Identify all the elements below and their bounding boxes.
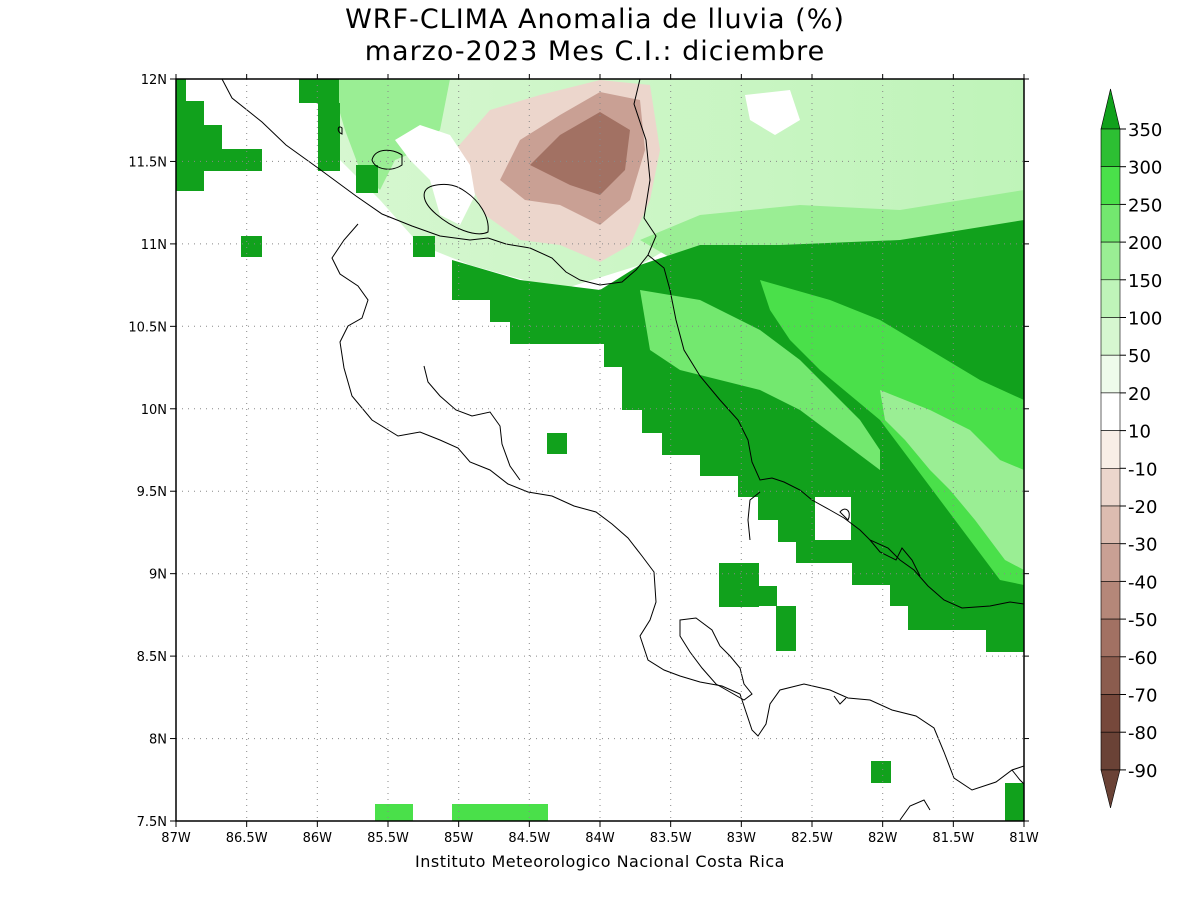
- coastline: [221, 79, 1024, 821]
- x-tick-label: 85.5W: [367, 831, 409, 846]
- y-tick-label: 12N: [141, 73, 167, 88]
- y-tick-label: 11N: [141, 238, 167, 253]
- x-tick-label: 82.5W: [791, 831, 833, 846]
- legend-swatch: [1100, 241, 1121, 281]
- y-tick-label: 7.5N: [137, 815, 167, 830]
- wet-cell: [776, 606, 796, 651]
- y-tick-label: 9.5N: [137, 485, 167, 500]
- legend-swatch: [1100, 731, 1121, 771]
- y-tick-label: 11.5N: [128, 155, 167, 170]
- legend-label: 50: [1128, 346, 1151, 367]
- legend-swatch: [1100, 354, 1121, 394]
- legend-label: -30: [1128, 535, 1157, 556]
- legend-label: 100: [1128, 309, 1162, 330]
- x-tick-label: 84W: [585, 831, 615, 846]
- x-tick-label: 82W: [868, 831, 898, 846]
- anomaly-field: [176, 79, 1024, 821]
- wet-band-core: [880, 390, 1024, 570]
- wet-cell: [413, 236, 435, 257]
- legend-label: -20: [1128, 497, 1157, 518]
- legend-swatch: [1100, 543, 1121, 582]
- x-tick-label: 83W: [727, 831, 757, 846]
- legend-label: 10: [1128, 422, 1151, 443]
- legend-arrow-top: [1100, 88, 1121, 130]
- legend-label: 200: [1128, 233, 1162, 254]
- x-axis: 87W 86.5W 86W 85.5W 85W 84.5W 84W 83.5W 83W 82.5W…: [161, 74, 1039, 846]
- x-tick-label: 81W: [1009, 831, 1039, 846]
- wet-cell: [318, 103, 340, 171]
- legend-swatch: [1100, 618, 1121, 658]
- neutral-patch-east: [745, 90, 800, 135]
- neutral-cell: [815, 497, 851, 540]
- legend-swatch: [1100, 392, 1121, 431]
- legend-swatch: [1100, 656, 1121, 695]
- legend-swatch: [1100, 128, 1121, 168]
- legend-swatch: [1100, 166, 1121, 205]
- wet-cell: [241, 236, 262, 257]
- wet-band-outer: [640, 290, 880, 470]
- legend-label: 250: [1128, 195, 1162, 216]
- graticule: [176, 79, 1024, 821]
- legend-label: -90: [1128, 761, 1157, 782]
- x-tick-label: 84.5W: [508, 831, 550, 846]
- legend-swatch: [1100, 505, 1121, 545]
- wet-cell: [452, 804, 548, 821]
- legend-label: 150: [1128, 271, 1162, 292]
- x-tick-label: 81.5W: [932, 831, 974, 846]
- wet-patch-northwest: [330, 79, 450, 190]
- wet-cell: [871, 761, 891, 783]
- wet-cells-northwest: [176, 79, 262, 191]
- wet-cell: [299, 79, 339, 103]
- map-subtitle: marzo-2023 Mes C.I.: diciembre: [364, 36, 826, 67]
- legend-swatch: [1100, 430, 1121, 469]
- y-tick-label: 10N: [141, 403, 167, 418]
- wet-cell: [356, 165, 378, 193]
- y-tick-label: 8N: [149, 733, 167, 748]
- y-tick-label: 8.5N: [137, 650, 167, 665]
- legend-swatch: [1100, 279, 1121, 318]
- legend-label: -80: [1128, 723, 1157, 744]
- wet-cell: [759, 586, 777, 606]
- neutral-patch: [395, 125, 475, 225]
- map-title: WRF-CLIMA Anomalia de lluvia (%): [345, 4, 845, 35]
- color-legend: 350 300 250 200 150 100 50 20 10 -10 -20 -30 -40 -50 -…: [1100, 88, 1162, 808]
- legend-label: 350: [1128, 120, 1162, 141]
- legend-swatch: [1100, 317, 1121, 356]
- wet-band-inner: [760, 280, 1024, 585]
- x-tick-label: 86.5W: [226, 831, 268, 846]
- legend-label: 20: [1128, 384, 1151, 405]
- wet-cell: [547, 433, 567, 454]
- x-tick-label: 87W: [161, 831, 191, 846]
- wet-cell: [719, 563, 759, 607]
- dry-anomaly-peak: [530, 112, 630, 195]
- y-tick-label: 9N: [149, 568, 167, 583]
- legend-swatch: [1100, 467, 1121, 507]
- legend-label: -70: [1128, 686, 1157, 707]
- wet-cell: [375, 804, 413, 821]
- y-tick-label: 10.5N: [128, 320, 167, 335]
- legend-swatch: [1100, 204, 1121, 243]
- y-axis: 12N 11.5N 11N 10.5N 10N 9.5N 9N 8.5N 8N 7.5N: [128, 73, 1029, 830]
- credit-text: Instituto Meteorologico Nacional Costa R…: [415, 852, 785, 871]
- x-tick-label: 83.5W: [650, 831, 692, 846]
- legend-label: -10: [1128, 459, 1157, 480]
- legend-swatch: [1100, 581, 1121, 620]
- legend-label: -60: [1128, 648, 1157, 669]
- x-tick-label: 86W: [303, 831, 333, 846]
- legend-arrow-bottom: [1100, 769, 1121, 808]
- legend-label: 300: [1128, 158, 1162, 179]
- legend-label: -50: [1128, 610, 1157, 631]
- wet-cell: [1005, 783, 1024, 821]
- legend-swatch: [1100, 694, 1121, 733]
- legend-label: -40: [1128, 572, 1157, 593]
- x-tick-label: 85W: [444, 831, 474, 846]
